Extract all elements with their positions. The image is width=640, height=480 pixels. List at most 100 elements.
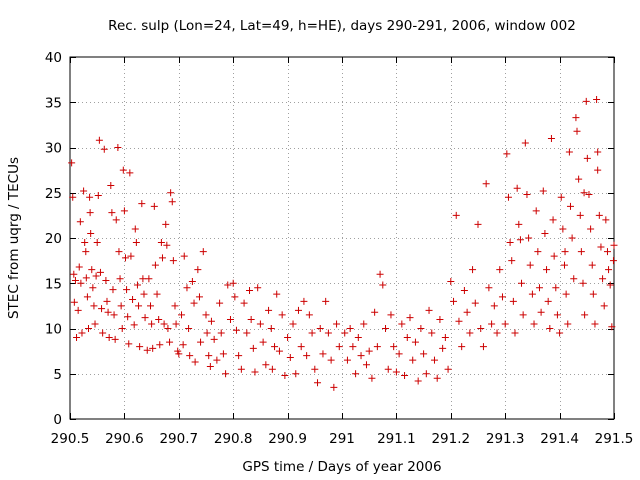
x-tick-label: 291: [329, 431, 355, 447]
data-point: [275, 347, 283, 355]
data-point: [103, 297, 111, 305]
data-point: [360, 320, 368, 328]
data-point: [210, 335, 218, 343]
data-point: [516, 236, 524, 244]
data-point: [150, 202, 158, 210]
data-point: [138, 200, 146, 208]
data-point: [179, 341, 187, 349]
data-point: [506, 239, 514, 247]
data-point: [455, 317, 463, 325]
x-tick-label: 290.6: [105, 431, 144, 447]
data-point: [550, 252, 558, 260]
y-tick-label: 35: [45, 95, 62, 111]
data-point: [498, 293, 506, 301]
data-point: [86, 193, 94, 201]
data-point: [111, 335, 119, 343]
data-point: [387, 311, 395, 319]
data-point: [530, 320, 538, 328]
data-point: [70, 298, 78, 306]
data-point: [379, 281, 387, 289]
data-point: [395, 350, 403, 358]
data-point: [568, 234, 576, 242]
data-point: [496, 266, 504, 274]
data-point: [433, 374, 441, 382]
data-point: [84, 325, 92, 332]
data-point: [606, 281, 614, 289]
data-point: [75, 263, 83, 271]
data-point: [91, 320, 99, 328]
data-point: [602, 216, 610, 224]
data-point: [118, 325, 126, 332]
y-tick-label: 5: [53, 367, 62, 383]
data-point: [278, 311, 286, 319]
data-point: [401, 372, 409, 380]
data-point: [589, 290, 597, 298]
data-point: [109, 286, 117, 294]
data-point: [577, 248, 585, 256]
data-point: [185, 325, 193, 332]
data-point: [205, 352, 213, 360]
data-point: [430, 356, 438, 364]
data-point: [521, 139, 529, 147]
data-point: [117, 302, 125, 310]
data-point: [121, 254, 129, 262]
data-point: [463, 308, 471, 316]
data-point: [124, 313, 132, 321]
data-point: [371, 308, 379, 316]
data-point: [603, 248, 611, 256]
data-point: [579, 279, 587, 287]
y-tick-label: 40: [45, 50, 62, 66]
data-point: [98, 305, 106, 313]
x-tick-label: 291.5: [595, 431, 634, 447]
data-point: [188, 277, 196, 285]
data-point: [82, 248, 90, 256]
data-point: [583, 154, 591, 162]
data-point: [518, 279, 526, 287]
data-point: [226, 315, 234, 323]
data-point: [107, 182, 115, 190]
data-point: [532, 207, 540, 215]
data-point: [294, 306, 302, 314]
data-point: [78, 329, 86, 337]
data-point: [136, 343, 144, 351]
data-point: [77, 279, 85, 287]
data-point: [557, 193, 565, 201]
data-point: [335, 343, 343, 351]
data-point: [139, 275, 147, 283]
data-point: [447, 277, 455, 285]
data-point: [89, 284, 97, 292]
data-point: [222, 370, 230, 378]
data-point: [477, 325, 485, 332]
data-point: [171, 302, 179, 310]
data-point: [153, 290, 161, 298]
data-point: [125, 340, 133, 348]
data-point: [254, 284, 262, 292]
x-tick-label: 290.5: [51, 431, 90, 447]
x-tick-label: 290.7: [159, 431, 198, 447]
data-point: [249, 344, 257, 352]
data-point: [508, 257, 516, 265]
data-point: [116, 275, 124, 283]
data-point: [354, 334, 362, 342]
data-point: [104, 308, 112, 316]
data-point: [216, 299, 224, 307]
data-point: [219, 350, 227, 358]
data-point: [409, 356, 417, 364]
data-point: [149, 344, 157, 352]
data-point: [126, 169, 134, 177]
data-point: [544, 297, 552, 305]
data-point: [143, 346, 151, 354]
data-point: [384, 365, 392, 373]
data-point: [333, 320, 341, 328]
data-point: [265, 306, 273, 314]
data-point: [588, 261, 596, 269]
data-point: [289, 320, 297, 328]
data-point: [436, 315, 444, 323]
data-point: [406, 314, 414, 322]
data-point: [460, 286, 468, 294]
data-point: [281, 372, 289, 380]
data-point: [90, 302, 98, 310]
data-point: [292, 370, 300, 378]
data-point: [162, 220, 170, 228]
data-point: [535, 284, 543, 292]
